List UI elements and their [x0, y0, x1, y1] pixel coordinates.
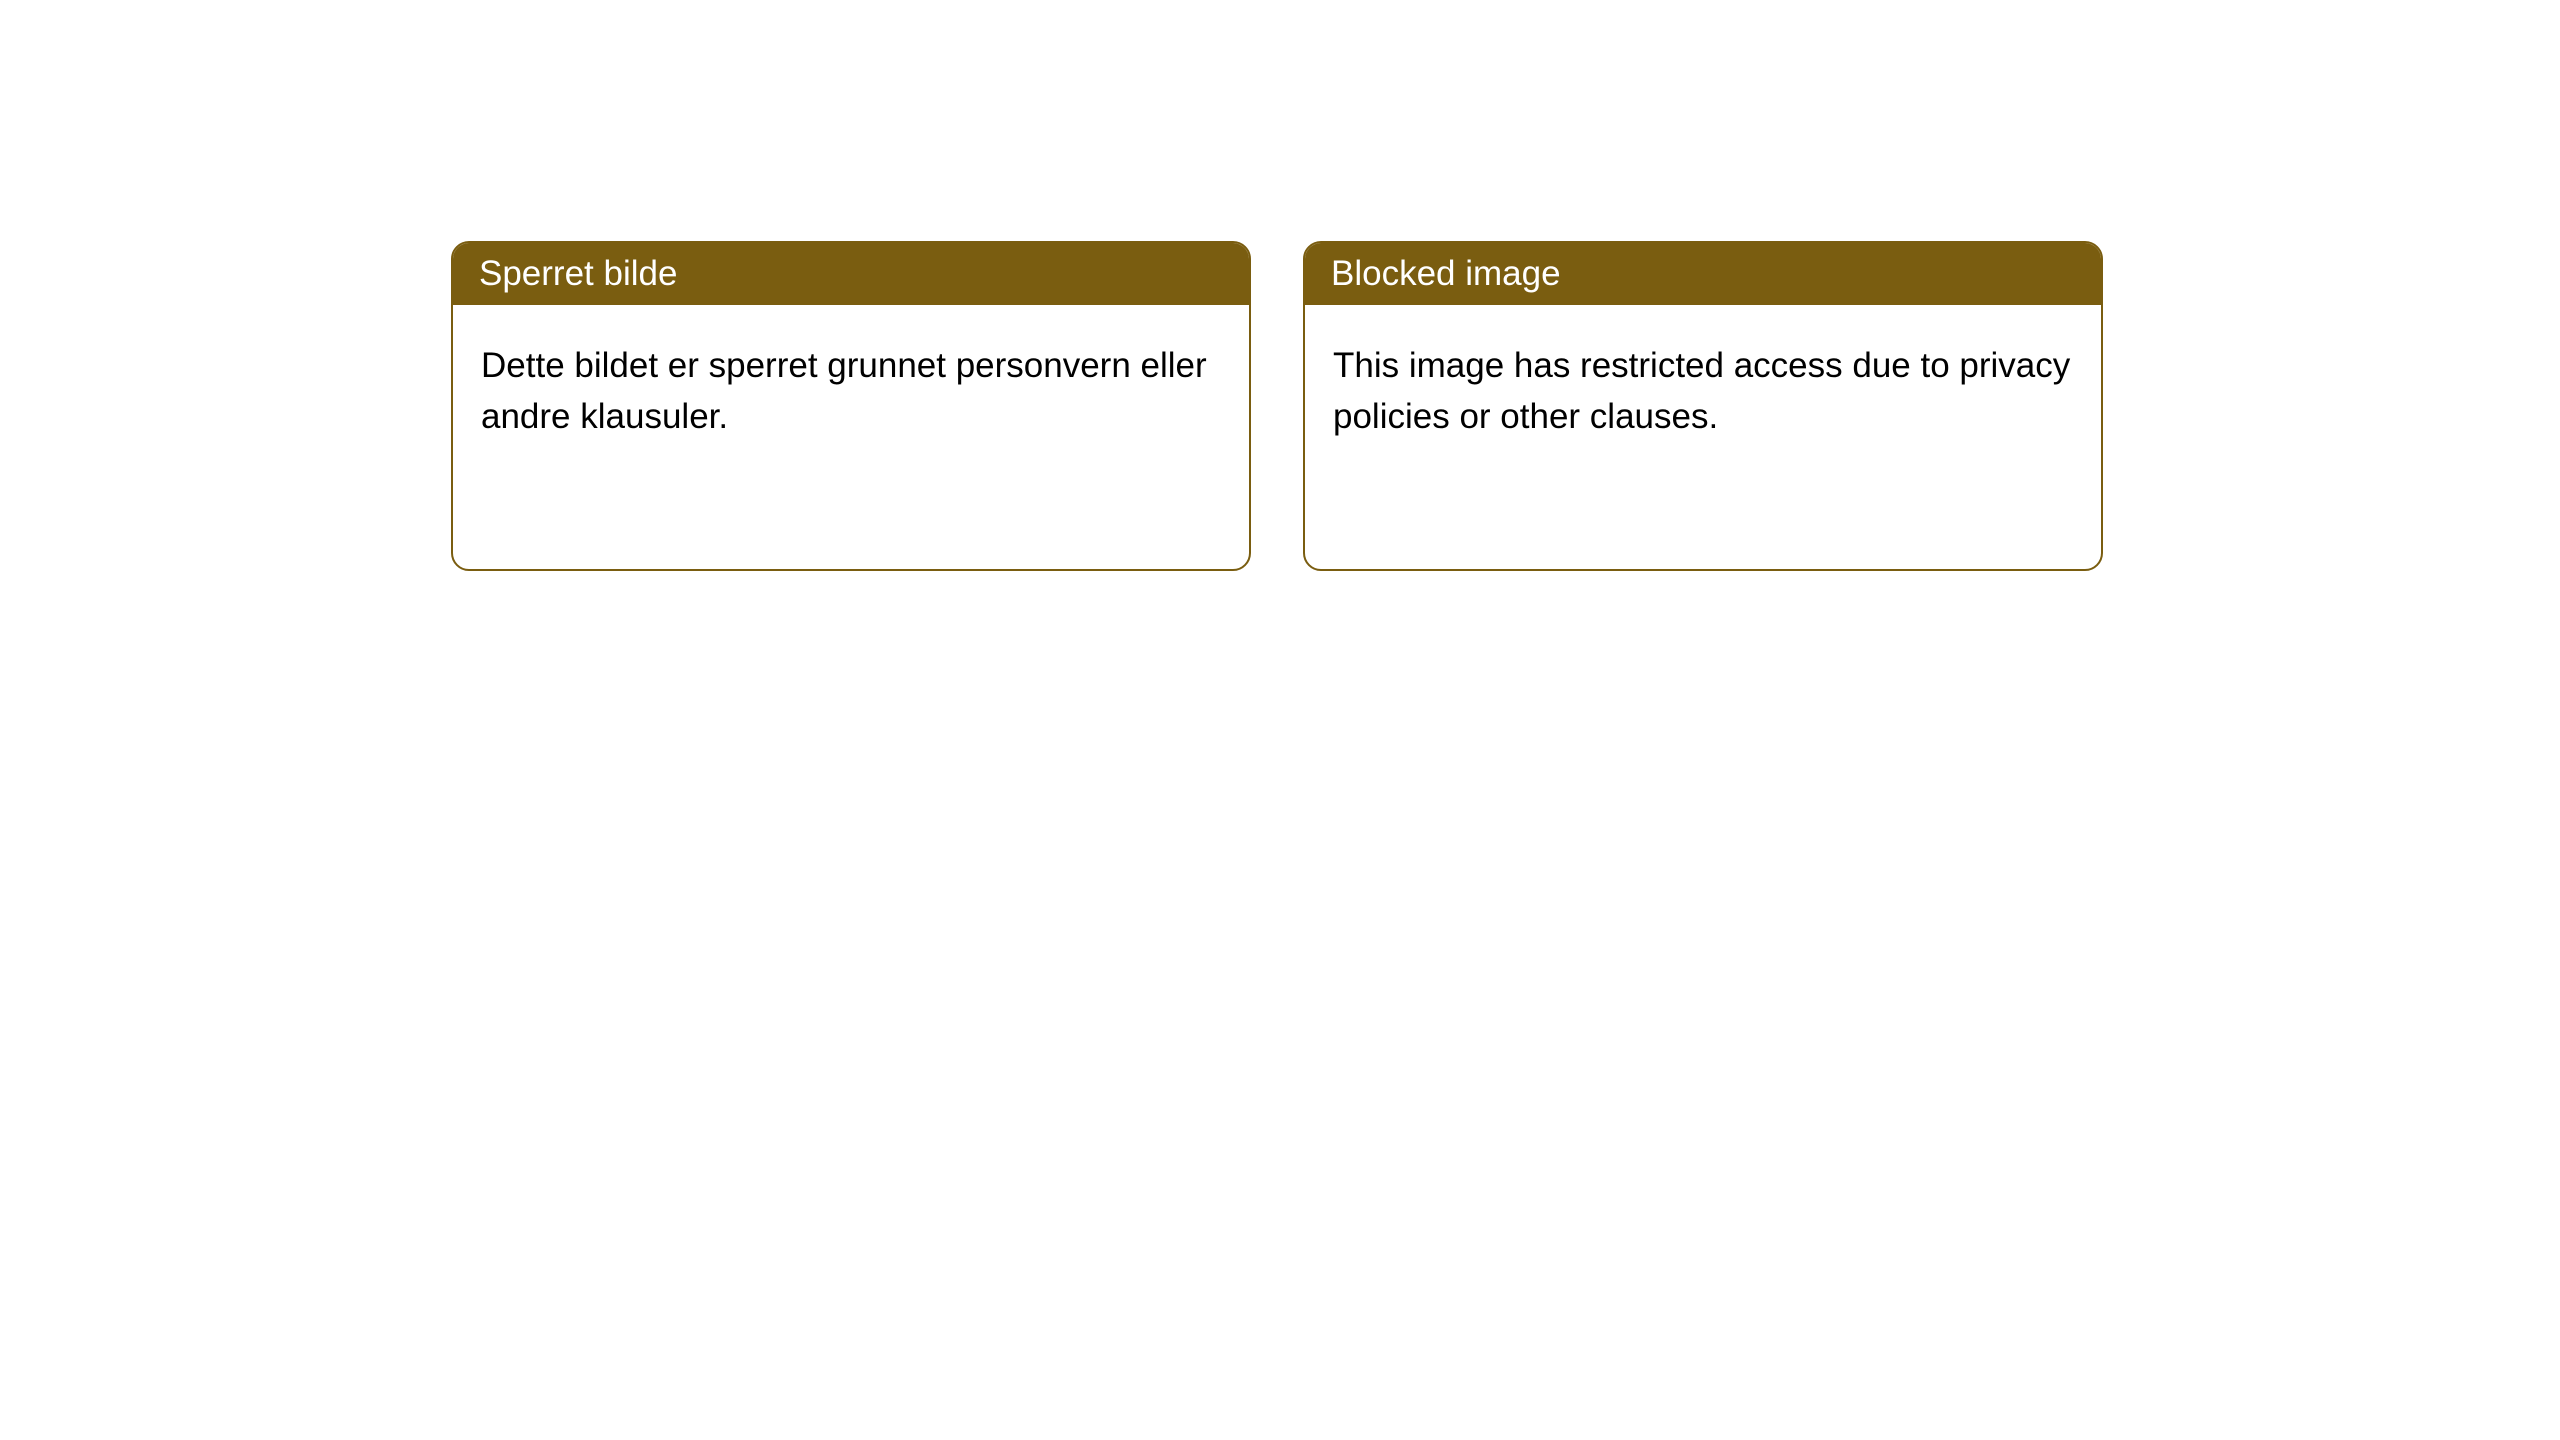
- notice-card-english: Blocked image This image has restricted …: [1303, 241, 2103, 571]
- notice-title: Blocked image: [1331, 254, 1561, 293]
- notice-body-text: Dette bildet er sperret grunnet personve…: [481, 346, 1207, 436]
- notice-header: Sperret bilde: [453, 243, 1249, 305]
- notice-container: Sperret bilde Dette bildet er sperret gr…: [0, 0, 2560, 571]
- notice-body: This image has restricted access due to …: [1305, 305, 2101, 479]
- notice-body-text: This image has restricted access due to …: [1333, 346, 2070, 436]
- notice-title: Sperret bilde: [479, 254, 677, 293]
- notice-body: Dette bildet er sperret grunnet personve…: [453, 305, 1249, 479]
- notice-card-norwegian: Sperret bilde Dette bildet er sperret gr…: [451, 241, 1251, 571]
- notice-header: Blocked image: [1305, 243, 2101, 305]
